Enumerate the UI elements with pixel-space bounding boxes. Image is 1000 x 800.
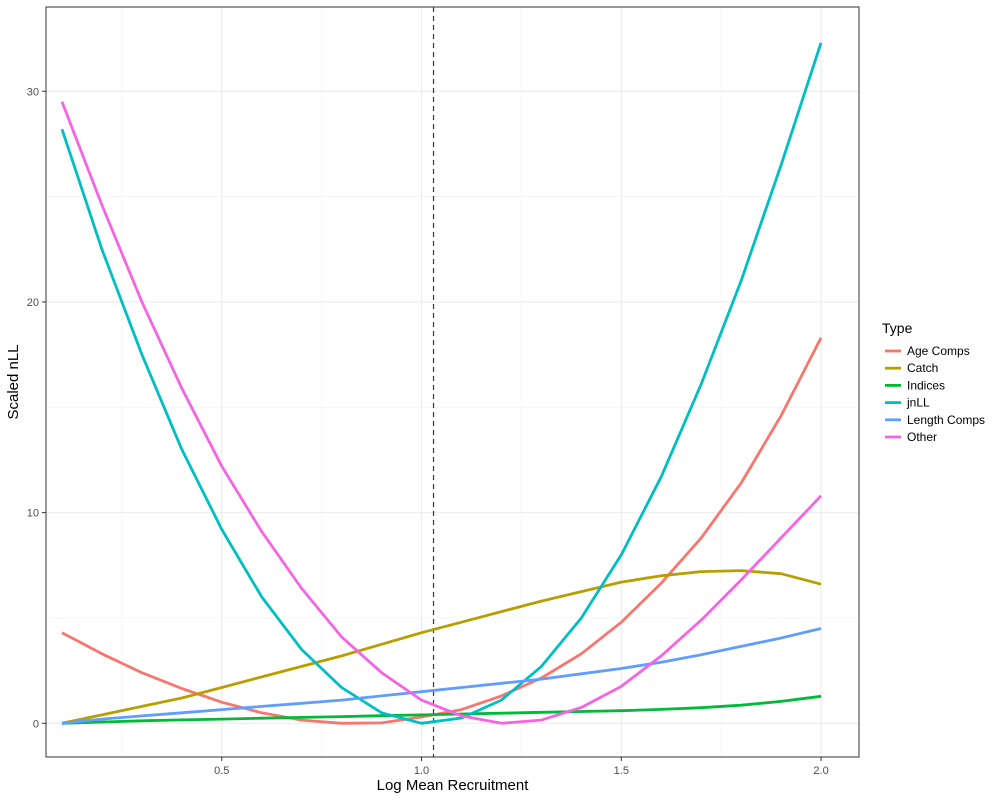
series-line-jnll	[60, 42, 823, 725]
legend: Type Age Comps Catch Indices jnLL Length Com…	[882, 320, 985, 444]
legend-label: Indices	[907, 378, 945, 392]
y-tick-label: 30	[27, 86, 39, 98]
legend-items: Age Comps Catch Indices jnLL Length Comps Oth…	[885, 344, 985, 444]
series-layer	[60, 42, 823, 725]
x-axis-ticks: 0.5 1.0 1.5 2.0	[214, 757, 829, 777]
x-axis-title: Log Mean Recruitment	[377, 777, 530, 794]
y-tick-label: 0	[33, 718, 39, 730]
x-tick-label: 0.5	[214, 765, 229, 777]
legend-label: Other	[907, 430, 937, 444]
legend-label: Age Comps	[907, 344, 970, 358]
series-line-age-comps	[61, 337, 823, 725]
series-line-indices	[61, 694, 822, 725]
y-tick-label: 20	[27, 297, 39, 309]
grid-layer	[46, 7, 859, 757]
x-tick-label: 2.0	[813, 765, 828, 777]
x-tick-label: 1.5	[614, 765, 629, 777]
y-tick-label: 10	[27, 508, 39, 520]
series-line-other	[60, 101, 823, 725]
legend-title: Type	[882, 320, 913, 336]
legend-label: jnLL	[906, 396, 930, 410]
series-line-catch	[61, 569, 822, 725]
y-axis-ticks: 0 10 20 30	[27, 86, 46, 730]
legend-label: Catch	[907, 361, 938, 375]
legend-label: Length Comps	[907, 413, 985, 427]
series-line-length-comps	[61, 627, 822, 725]
panel-border	[45, 6, 860, 758]
y-axis-title: Scaled nLL	[5, 344, 22, 419]
x-tick-label: 1.0	[414, 765, 429, 777]
